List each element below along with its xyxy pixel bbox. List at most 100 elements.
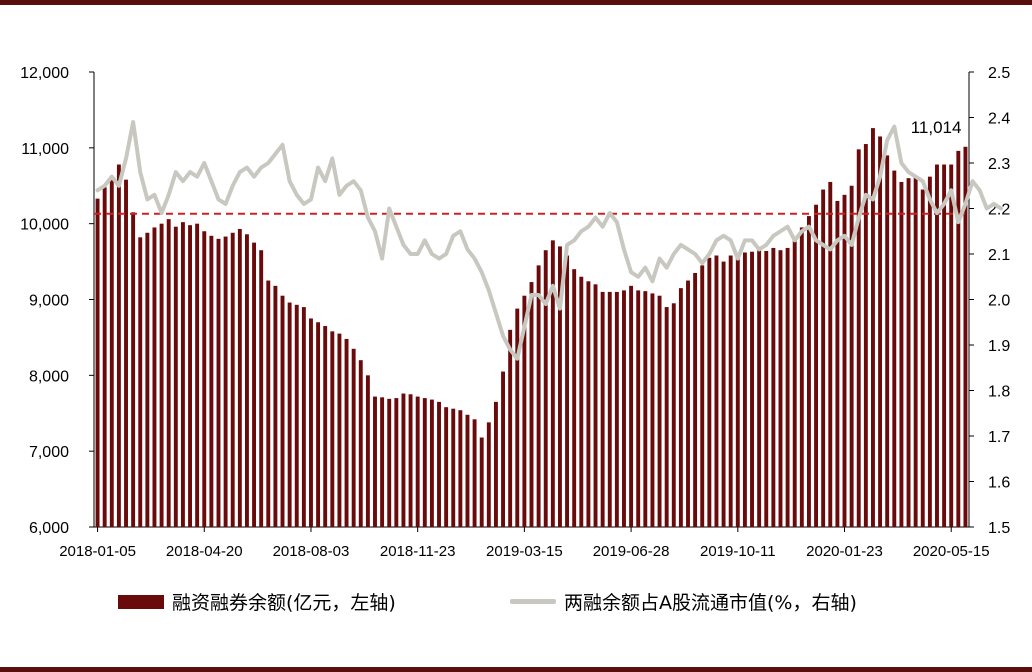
bar	[878, 136, 883, 527]
legend-swatch-bar	[118, 594, 164, 609]
bar	[230, 232, 235, 527]
bar	[401, 393, 406, 527]
bar	[764, 250, 769, 527]
bar	[935, 164, 939, 527]
bar	[579, 276, 584, 527]
x-tick-label: 2020-01-23	[806, 543, 883, 560]
bar	[188, 225, 192, 527]
bar	[316, 322, 321, 527]
bar	[138, 237, 143, 527]
bar	[237, 228, 242, 527]
bar	[664, 307, 669, 527]
right-y-axis: 1.51.61.71.81.92.02.12.22.32.42.5	[968, 65, 1010, 537]
x-tick-label: 2018-01-05	[59, 543, 136, 560]
left-tick-label: 12,000	[20, 65, 69, 82]
bar	[742, 252, 747, 528]
bar	[593, 284, 598, 527]
bar	[771, 247, 776, 527]
bar	[849, 185, 854, 527]
x-tick-label: 2018-11-23	[380, 543, 456, 560]
bar	[437, 401, 441, 528]
bar	[550, 240, 555, 527]
bar	[195, 223, 200, 528]
legend-label-line: 两融余额占A股流通市值(%，右轴)	[564, 592, 857, 614]
bar-series	[95, 128, 968, 528]
bar	[216, 238, 221, 527]
left-tick-label: 8,000	[29, 368, 69, 385]
bar	[429, 399, 434, 527]
bar	[252, 242, 257, 528]
line-series	[95, 120, 1004, 361]
bar	[472, 419, 477, 527]
bar	[686, 280, 690, 527]
bar	[287, 302, 292, 527]
legend-label-bar: 融资融券余额(亿元，左轴)	[172, 592, 396, 614]
bar	[522, 295, 527, 527]
bar	[486, 422, 491, 527]
bar	[622, 290, 626, 527]
ratio-line	[95, 120, 1004, 361]
legend-item-line: 两融余额占A股流通市值(%，右轴)	[510, 588, 857, 615]
bar	[714, 255, 719, 527]
bar	[757, 250, 762, 527]
bar	[152, 227, 157, 527]
bar	[515, 308, 520, 527]
bar	[323, 326, 328, 527]
last-value-label: 11,014	[911, 118, 962, 137]
bar	[344, 338, 349, 527]
bar	[280, 295, 285, 527]
bar	[479, 437, 484, 527]
bar	[422, 398, 427, 527]
bar	[259, 250, 264, 527]
bar	[650, 293, 655, 527]
bar	[707, 257, 712, 527]
bar	[721, 261, 726, 527]
bar	[728, 255, 733, 527]
bar	[465, 414, 470, 527]
bar	[166, 219, 171, 527]
bar	[330, 331, 335, 527]
right-tick-label: 2.5	[988, 65, 1010, 82]
bar	[956, 150, 961, 527]
bar	[145, 232, 150, 527]
bar	[600, 291, 605, 527]
bar	[856, 149, 861, 527]
bar	[785, 247, 790, 527]
bar	[778, 250, 783, 527]
bar	[95, 198, 100, 527]
x-axis: 2018-01-05 2018-04-20 2018-08-03 2018-11-23…	[59, 526, 990, 560]
bar	[124, 179, 128, 527]
top-border	[0, 0, 1032, 5]
right-tick-label: 2.1	[988, 247, 1010, 264]
bar	[572, 269, 577, 527]
bar	[693, 272, 698, 527]
bar	[373, 396, 377, 527]
left-tick-label: 10,000	[20, 217, 69, 234]
bar	[543, 250, 548, 527]
bar	[885, 155, 890, 528]
bar	[942, 164, 947, 527]
bar	[529, 282, 534, 527]
bar	[266, 280, 271, 527]
bar	[109, 178, 114, 528]
x-tick-label: 2018-04-20	[166, 543, 243, 560]
bar	[906, 178, 911, 528]
bar	[159, 223, 164, 528]
bar	[586, 281, 591, 527]
bar	[536, 265, 541, 528]
bar	[351, 348, 356, 527]
bar	[173, 226, 178, 527]
bar	[501, 371, 505, 527]
bar	[949, 164, 954, 527]
bar	[444, 407, 449, 527]
bottom-border	[0, 667, 1032, 672]
bar	[358, 360, 363, 527]
bar	[799, 227, 804, 527]
bar	[558, 246, 562, 528]
bar	[365, 375, 370, 527]
bar	[963, 146, 968, 527]
bar	[750, 251, 754, 528]
bar	[387, 398, 392, 527]
bar	[643, 291, 648, 527]
bar	[209, 235, 214, 528]
